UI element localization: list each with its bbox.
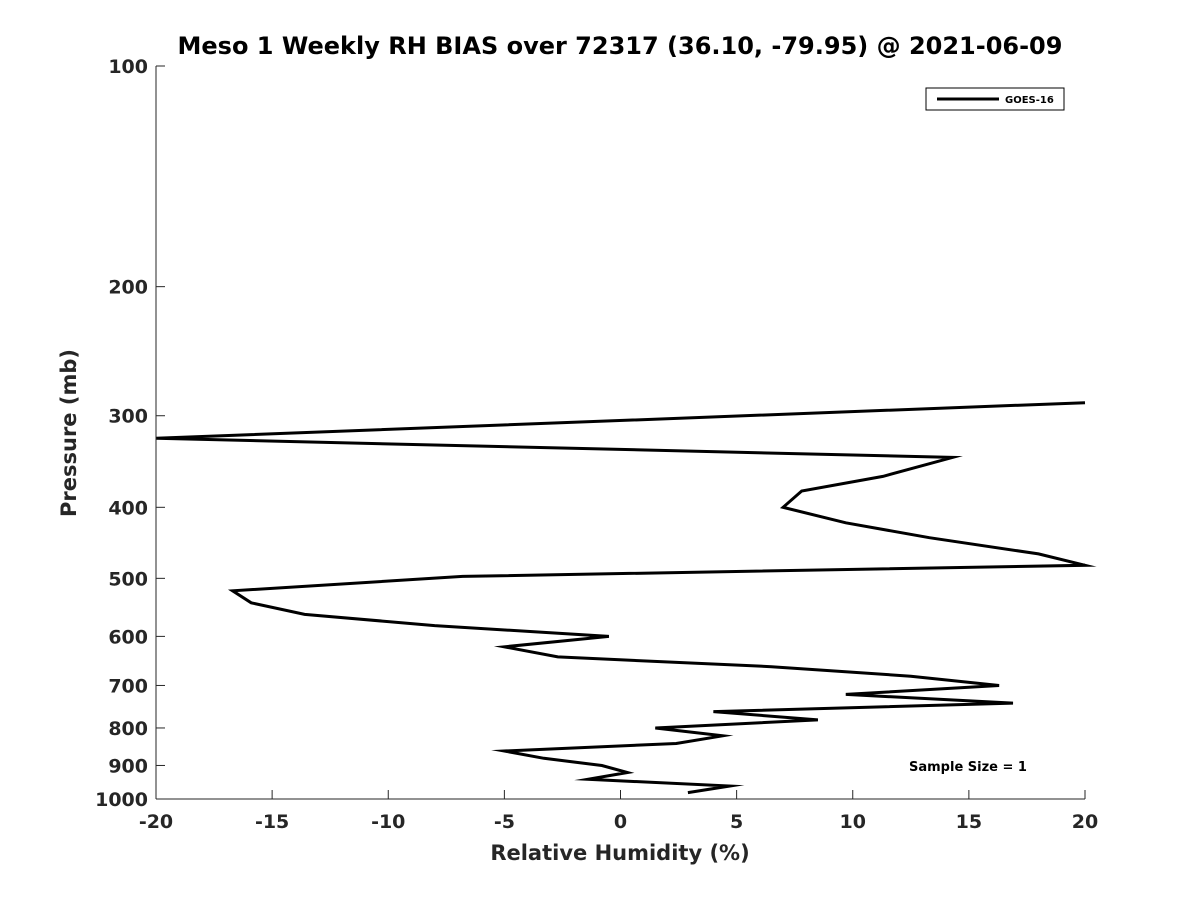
x-tick-label: 10 [840,811,866,833]
x-axis: -20 -15 -10 -5 0 5 10 15 20 [139,790,1098,833]
y-tick-label: 800 [108,718,148,740]
x-tick-label: -10 [371,811,405,833]
sample-size-annotation: Sample Size = 1 [909,760,1027,775]
x-tick-label: -20 [139,811,173,833]
y-axis: 100 200 300 400 500 600 700 800 900 1000 [95,56,165,811]
x-tick-label: 20 [1072,811,1098,833]
y-tick-label: 100 [108,56,148,78]
series-layer [155,401,1097,795]
chart-title: Meso 1 Weekly RH BIAS over 72317 (36.10,… [178,32,1063,60]
y-tick-label: 400 [108,497,148,519]
legend-entry-goes-16: GOES-16 [1005,95,1054,106]
y-tick-label: 300 [108,406,148,428]
y-axis-label: Pressure (mb) [57,349,81,517]
y-tick-label: 700 [108,675,148,697]
x-tick-label: -15 [255,811,289,833]
y-tick-label: 1000 [95,789,148,811]
y-tick-label: 900 [108,755,148,777]
x-axis-label: Relative Humidity (%) [490,841,749,865]
y-tick-label: 500 [108,568,148,590]
x-tick-label: 15 [956,811,982,833]
x-tick-label: -5 [494,811,515,833]
series-line-goes-16 [155,401,1097,795]
y-tick-label: 200 [108,277,148,299]
x-tick-label: 5 [730,811,743,833]
x-tick-label: 0 [614,811,627,833]
y-tick-label: 600 [108,626,148,648]
legend: GOES-16 [925,87,1065,111]
